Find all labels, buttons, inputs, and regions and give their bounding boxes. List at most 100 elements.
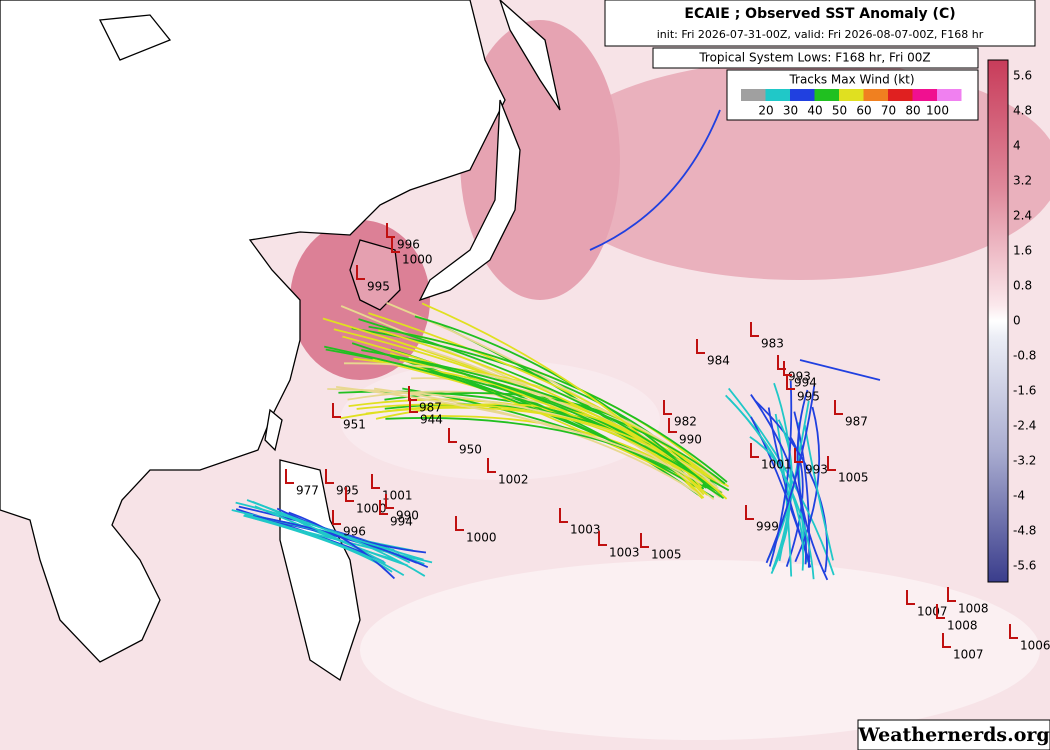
header-box [604, 0, 1036, 47]
wind-legend-title: Tracks Max Wind (kt) [788, 73, 914, 87]
pressure-label: 1008 [947, 619, 978, 633]
low-marker [391, 238, 400, 253]
wind-label: 40 [807, 104, 822, 118]
colorbar-label: -3.2 [1013, 454, 1036, 468]
wind-label: 30 [783, 104, 798, 118]
pressure-label: 995 [336, 484, 359, 498]
pressure-label: 994 [390, 515, 413, 529]
colorbar-label: 5.6 [1013, 69, 1032, 83]
pressure-label: 996 [343, 525, 366, 539]
low-marker [783, 361, 792, 376]
track [796, 389, 829, 581]
colorbar-label: -0.8 [1013, 349, 1036, 363]
low-marker [408, 386, 417, 401]
low-marker [487, 458, 496, 473]
track [725, 394, 805, 571]
pressure-label: 995 [367, 280, 390, 294]
low-marker [668, 418, 677, 433]
low-marker [379, 500, 388, 515]
colorbar-label: -5.6 [1013, 559, 1036, 573]
pressure-label: 1000 [466, 531, 497, 545]
low-marker [332, 510, 341, 525]
low-marker [696, 339, 705, 354]
low-marker [285, 469, 294, 484]
pressure-label: 1008 [958, 602, 989, 616]
wind-label: 50 [832, 104, 847, 118]
low-marker [332, 403, 341, 418]
low-marker [325, 469, 334, 484]
track [803, 424, 834, 561]
wind-swatch [863, 89, 888, 101]
colorbar-label: 1.6 [1013, 244, 1032, 258]
low-marker [386, 223, 395, 238]
pressure-label: 1003 [570, 523, 601, 537]
track [421, 302, 705, 496]
wind-swatch [741, 89, 766, 101]
low-marker [834, 400, 843, 415]
wind-label: 60 [856, 104, 871, 118]
track [365, 406, 728, 500]
pressure-label: 1000 [356, 502, 387, 516]
pressure-label: 999 [756, 520, 779, 534]
pressure-label: 983 [761, 337, 784, 351]
low-marker [745, 505, 754, 520]
track [235, 501, 426, 577]
wind-label: 100 [926, 104, 949, 118]
wind-label: 80 [905, 104, 920, 118]
land [0, 0, 561, 682]
low-marker [936, 604, 945, 619]
track [749, 436, 791, 575]
wind-swatch [912, 89, 937, 101]
wind-swatch [765, 89, 790, 101]
pressure-label: 994 [794, 376, 817, 390]
pressure-label: 990 [396, 509, 419, 523]
track [771, 382, 792, 570]
pressure-label: 995 [797, 390, 820, 404]
track [799, 359, 881, 381]
pressure-label: 944 [420, 413, 443, 427]
colorbar-label: -1.6 [1013, 384, 1036, 398]
colorbar-label: 0 [1013, 314, 1021, 328]
track [358, 318, 709, 488]
low-marker [906, 590, 915, 605]
watermark: Weathernerds.org [857, 724, 1049, 746]
pressure-labels: 9961000995982990100295094495198798398499… [285, 223, 1050, 662]
colorbar-label: 3.2 [1013, 174, 1032, 188]
low-marker [448, 428, 457, 443]
colorbar-labels: 5.6 4.8 4 3.2 2.4 1.6 0.8 0 -0.8 -1.6 -2.4 -3.2 -4 -4… [1013, 69, 1036, 573]
pressure-label: 1006 [1020, 639, 1050, 653]
pressure-label: 1002 [498, 473, 529, 487]
lows-box [652, 47, 979, 69]
wind-swatch [790, 89, 815, 101]
track [407, 358, 711, 486]
low-marker [827, 456, 836, 471]
track [765, 385, 816, 564]
low-marker [1009, 624, 1018, 639]
pressure-label: 984 [707, 354, 730, 368]
low-marker [640, 533, 649, 548]
track [335, 385, 704, 485]
colorbar-label: -2.4 [1013, 419, 1036, 433]
track [244, 513, 405, 576]
pressure-label: 987 [419, 401, 442, 415]
pressure-label: 1001 [382, 489, 413, 503]
low-marker [942, 633, 951, 648]
wind-swatch [839, 89, 864, 101]
colorbar-label: 0.8 [1013, 279, 1032, 293]
low-marker [559, 508, 568, 523]
low-marker [356, 265, 365, 280]
low-marker [455, 516, 464, 531]
low-marker [786, 375, 795, 390]
pressure-label: 977 [296, 484, 319, 498]
track [754, 400, 828, 573]
colorbar-label: -4 [1013, 489, 1025, 503]
low-marker [750, 443, 759, 458]
track [768, 380, 793, 567]
pressure-label: 1003 [609, 546, 640, 560]
low-marker [371, 474, 380, 489]
pressure-label: 1005 [838, 471, 869, 485]
low-marker [750, 322, 759, 337]
low-marker [409, 398, 418, 413]
pressure-label: 1007 [953, 648, 984, 662]
